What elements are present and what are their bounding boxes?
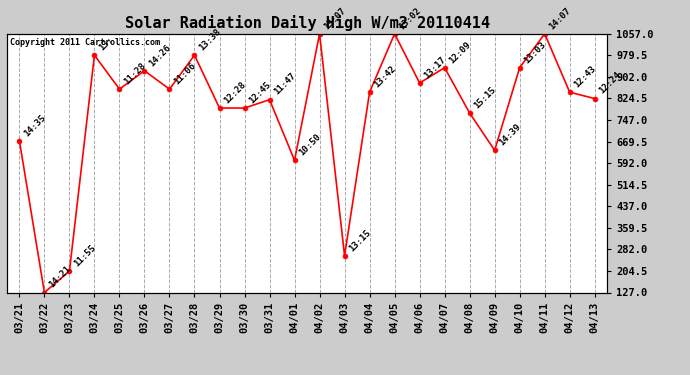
Text: 14:21: 14:21 <box>47 264 72 290</box>
Text: 12:09: 12:09 <box>447 39 473 65</box>
Text: 14:35: 14:35 <box>22 113 48 138</box>
Text: 13:03: 13:03 <box>522 39 548 65</box>
Text: Copyright 2011 Cartrollics.com: Copyright 2011 Cartrollics.com <box>10 38 160 46</box>
Text: 11:55: 11:55 <box>72 243 97 268</box>
Text: 12:24: 12:24 <box>598 70 623 96</box>
Text: 14:07: 14:07 <box>547 6 573 31</box>
Text: 13:07: 13:07 <box>322 6 348 31</box>
Text: 13:15: 13:15 <box>347 228 373 253</box>
Text: 13:17: 13:17 <box>422 55 448 80</box>
Title: Solar Radiation Daily High W/m2 20110414: Solar Radiation Daily High W/m2 20110414 <box>125 15 489 31</box>
Text: 11:47: 11:47 <box>273 72 297 97</box>
Text: 14:26: 14:26 <box>147 43 172 68</box>
Text: 12:45: 12:45 <box>247 80 273 105</box>
Text: 10:50: 10:50 <box>297 132 323 158</box>
Text: 13:38: 13:38 <box>197 27 223 52</box>
Text: 13:: 13: <box>97 34 115 53</box>
Text: 11:28: 11:28 <box>122 61 148 86</box>
Text: 12:43: 12:43 <box>573 64 598 89</box>
Text: 13:42: 13:42 <box>373 64 397 89</box>
Text: 15:15: 15:15 <box>473 85 497 110</box>
Text: 14:39: 14:39 <box>497 122 523 147</box>
Text: 12:28: 12:28 <box>222 80 248 105</box>
Text: 13:02: 13:02 <box>397 6 423 31</box>
Text: 11:06: 11:06 <box>172 61 197 86</box>
